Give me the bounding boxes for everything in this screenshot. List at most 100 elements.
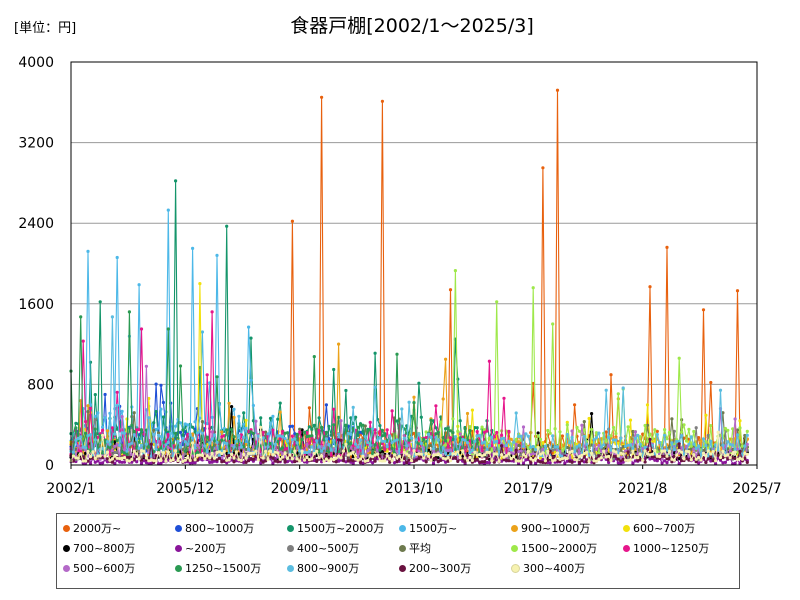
data-point [565,456,569,460]
data-point [735,428,740,432]
data-point [731,447,735,451]
chart-title: 食器戸棚[2002/1～2025/3] [290,15,534,37]
data-point [344,423,348,427]
data-point [195,453,200,458]
data-point [329,457,333,461]
data-point [337,454,341,458]
data-point [220,449,224,453]
data-point [251,403,255,408]
data-point [427,432,431,436]
data-point [181,459,185,463]
data-point [132,411,136,415]
data-point [519,453,523,457]
data-point [531,452,535,456]
data-point [465,438,470,442]
data-point [88,406,93,410]
data-point [375,452,380,456]
data-point [307,441,311,445]
data-point [560,454,565,458]
data-point [368,446,372,450]
data-point [220,430,224,434]
data-point [337,342,341,346]
data-point [616,461,620,465]
data-point [706,454,710,459]
data-point [358,438,363,442]
data-point [419,452,423,456]
data-point [147,459,151,463]
data-point [490,449,494,453]
data-point [419,441,423,445]
data-point [414,452,418,456]
data-point [144,461,148,465]
data-point [743,433,747,438]
data-point [714,459,718,463]
data-point [482,453,487,457]
data-point [181,448,185,452]
data-point [320,444,324,449]
data-point [101,433,105,437]
data-point [149,442,153,446]
data-point [689,447,693,451]
data-point [487,450,491,455]
data-point [709,439,713,443]
data-point [358,457,363,461]
legend-item: 800~1000万 [175,519,287,539]
data-point [307,434,311,438]
data-point [653,448,657,452]
data-point [339,419,343,423]
data-point [195,443,200,447]
data-point [98,461,102,465]
data-point [405,444,409,448]
data-point [351,461,355,466]
data-point [193,446,197,450]
legend-item: 600~700万 [623,519,735,539]
y-tick-label: 3200 [18,136,54,152]
data-point [424,430,428,434]
data-point [139,449,144,453]
data-point [599,445,603,449]
data-point [327,450,331,454]
data-point [711,450,715,454]
data-point [680,446,684,450]
data-point [575,425,579,429]
data-point [587,416,591,421]
data-point [611,438,616,442]
data-point [105,429,110,433]
data-point [699,438,703,442]
data-point [305,431,309,435]
data-point [492,434,496,439]
data-point [288,453,292,457]
data-point [191,461,195,465]
data-point [507,452,511,456]
data-point [293,460,297,464]
data-point [395,438,399,442]
data-point [580,453,584,457]
data-point [417,457,421,461]
data-point [341,459,346,463]
data-point [110,453,114,457]
data-point [125,449,129,453]
data-point [485,453,489,457]
legend-swatch [287,524,294,532]
data-point [624,458,628,462]
data-point [147,416,151,420]
data-point [453,456,457,460]
data-point [697,461,701,465]
data-point [237,414,241,418]
data-point [230,452,234,456]
data-point [485,450,489,454]
data-point [541,460,545,464]
legend-label: 平均 [409,542,431,555]
data-point [397,454,401,458]
data-point [497,441,501,445]
data-point [154,447,158,451]
data-point [239,445,243,449]
data-point [96,411,100,415]
data-point [378,429,382,434]
data-point [324,403,328,407]
data-point [249,378,253,382]
data-point [147,396,151,401]
data-point [402,450,406,454]
data-point [507,447,511,451]
data-point [738,456,742,460]
